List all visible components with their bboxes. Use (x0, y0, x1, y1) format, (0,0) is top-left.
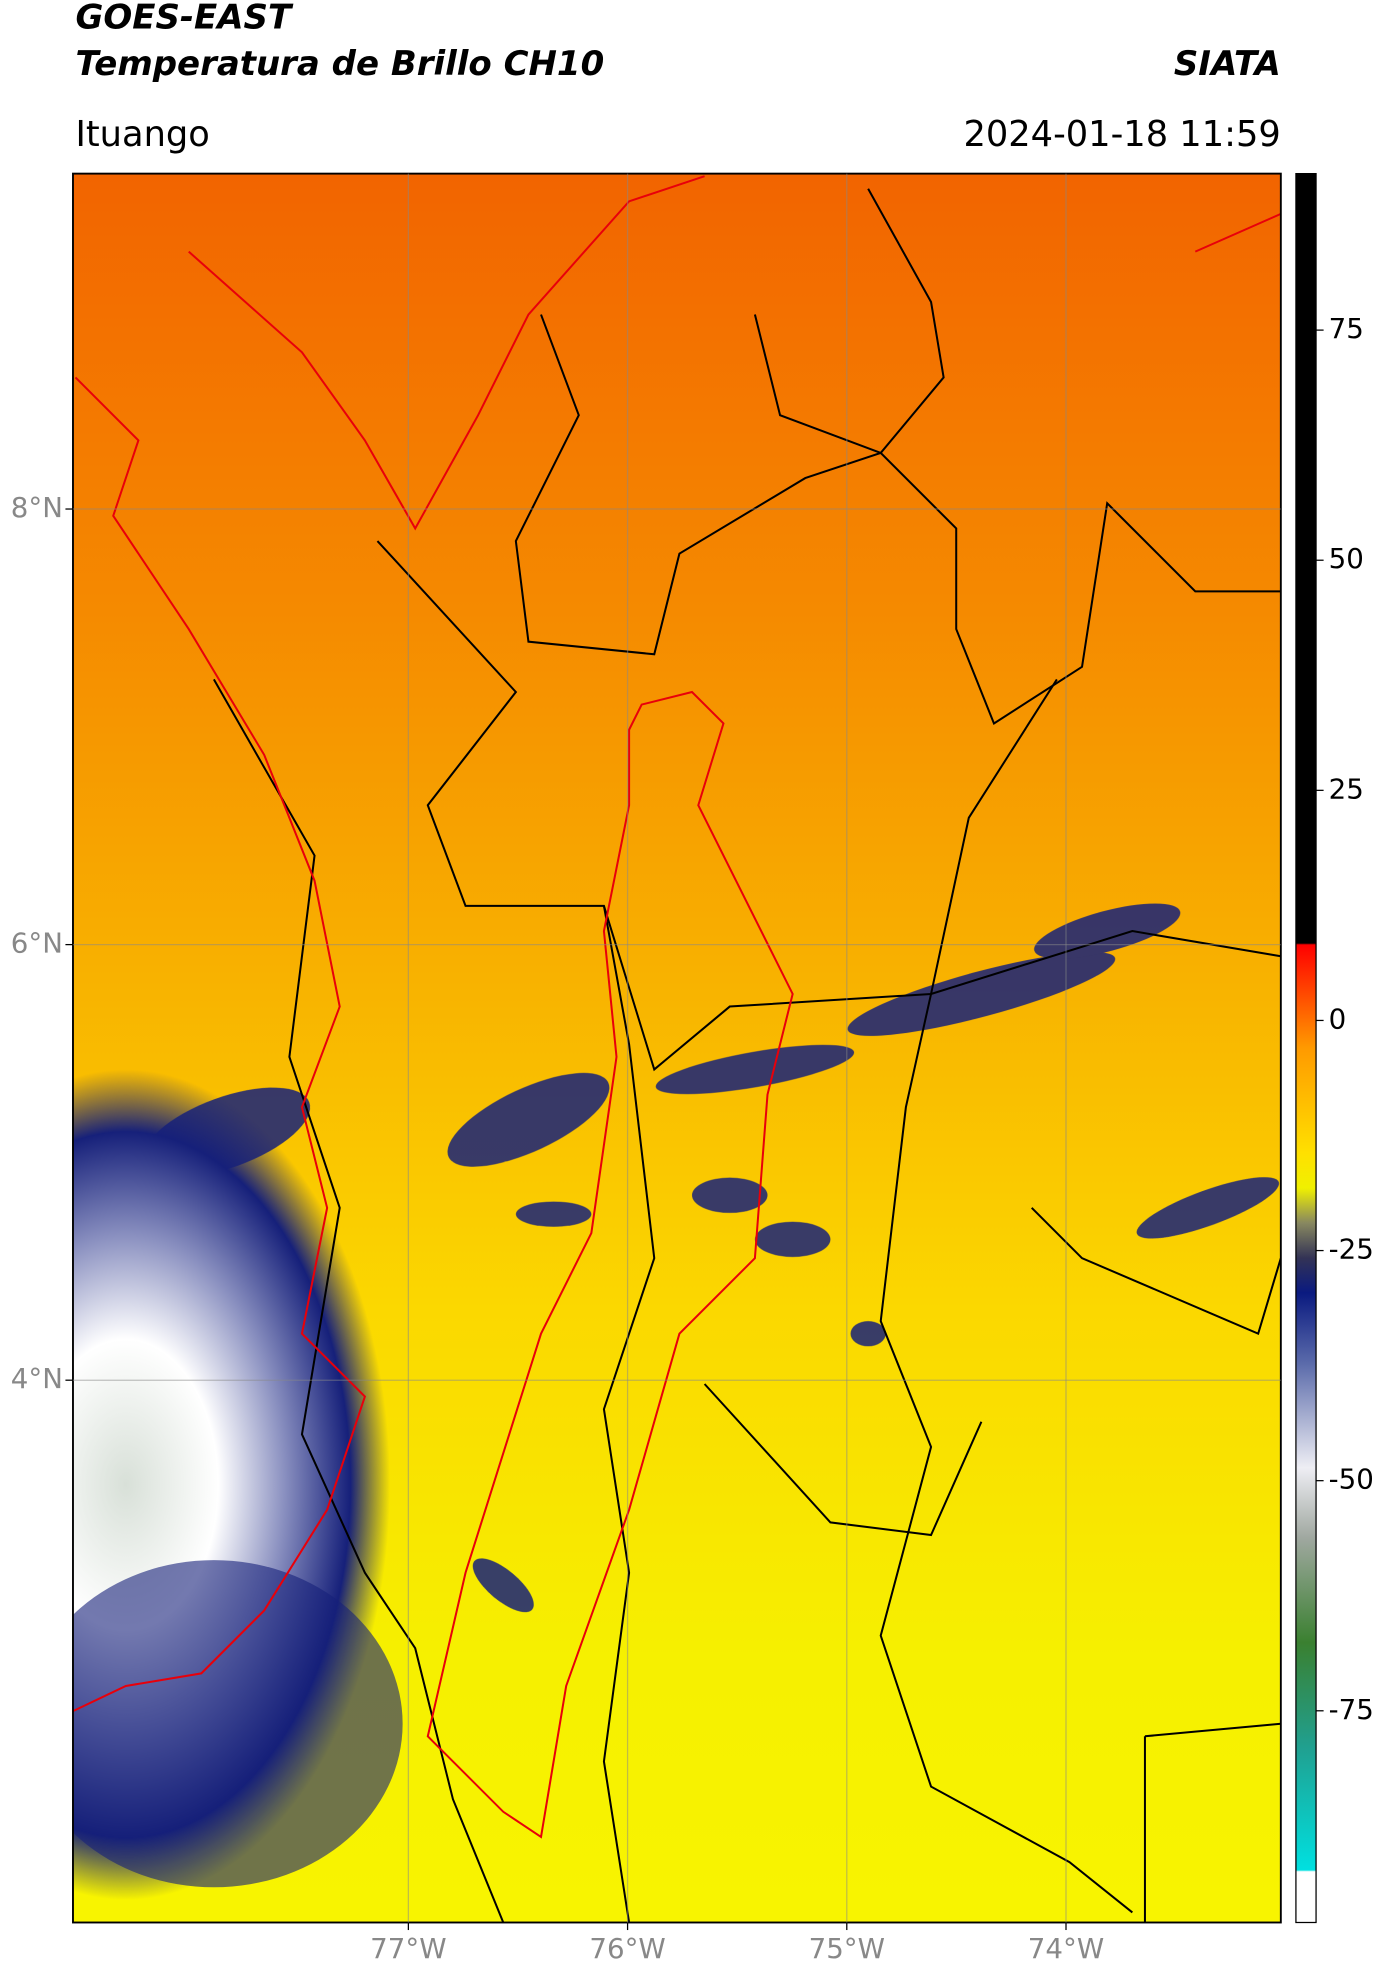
colorbar-label: -50 (1329, 1463, 1374, 1496)
location: Ituango (75, 114, 209, 155)
colorbar-label: 75 (1329, 312, 1364, 345)
colorbar-label: 0 (1329, 1002, 1347, 1035)
title: GOES-EAST (75, 0, 293, 37)
map-image (72, 173, 1281, 1923)
colorbar-label: 50 (1329, 542, 1364, 575)
colorbar-label: -25 (1329, 1233, 1374, 1266)
y-tick-label: 8°N (11, 491, 63, 524)
y-tick-label: 6°N (11, 927, 63, 960)
x-tick-label: 76°W (589, 1932, 665, 1965)
colorbar-label: 25 (1329, 772, 1364, 805)
colorbar (1295, 172, 1317, 1924)
cloud-mass (72, 1560, 403, 1888)
timestamp: 2024-01-18 11:59 (963, 114, 1280, 155)
source: SIATA (1174, 44, 1281, 84)
subtitle: Temperatura de Brillo CH10 (75, 44, 604, 84)
y-tick-label: 4°N (11, 1362, 63, 1395)
x-tick-label: 74°W (1028, 1932, 1104, 1965)
x-tick-label: 77°W (370, 1932, 446, 1965)
colorbar-label: -75 (1329, 1693, 1374, 1726)
x-tick-label: 75°W (809, 1932, 885, 1965)
map-frame (72, 172, 1282, 1924)
outlines (72, 175, 1281, 1839)
borders (213, 188, 1281, 1923)
